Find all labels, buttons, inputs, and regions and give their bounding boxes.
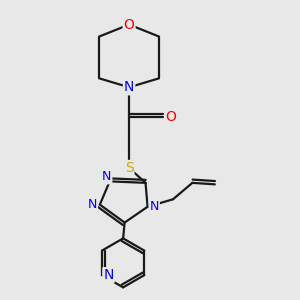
Text: O: O bbox=[166, 110, 176, 124]
Text: N: N bbox=[103, 268, 114, 282]
Text: N: N bbox=[124, 80, 134, 94]
Text: N: N bbox=[88, 198, 97, 211]
Text: O: O bbox=[124, 18, 134, 32]
Text: S: S bbox=[125, 161, 134, 175]
Text: N: N bbox=[149, 200, 159, 213]
Text: N: N bbox=[102, 170, 111, 183]
